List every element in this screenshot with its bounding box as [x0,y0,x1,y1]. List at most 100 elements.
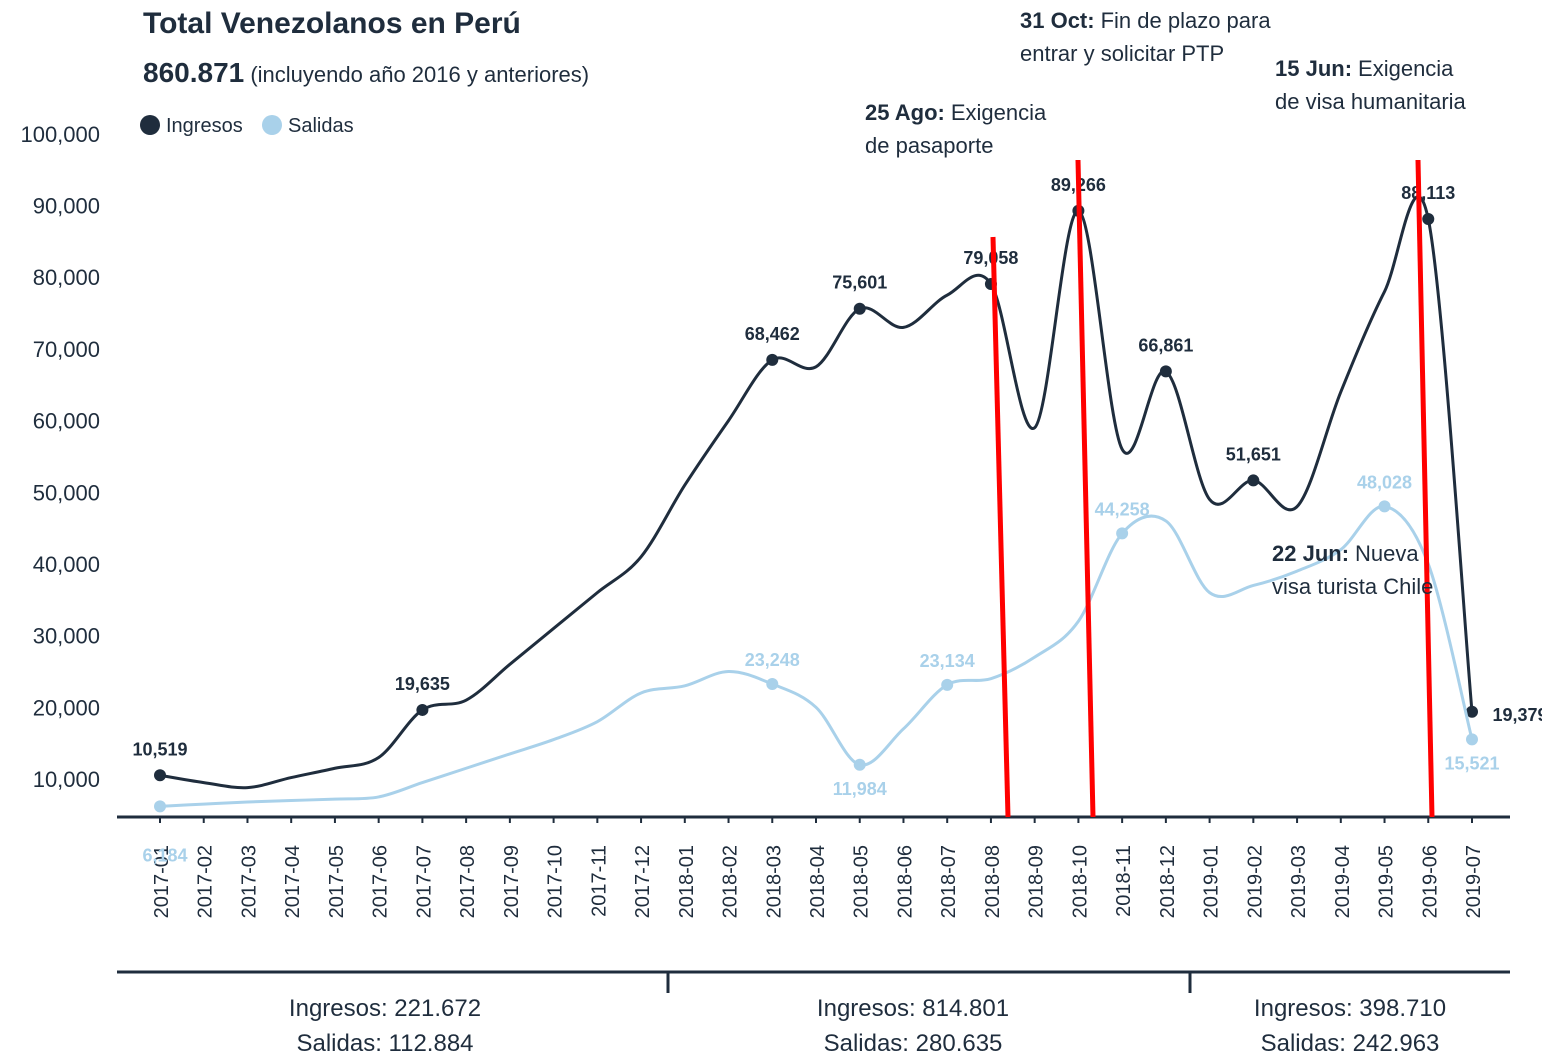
point [941,678,954,691]
x-tick-label: 2019-02 [1244,845,1266,918]
y-tick-label: 30,000 [33,624,100,649]
point [1247,474,1260,487]
data-label: 51,651 [1226,444,1281,464]
annotation-text: de pasaporte [865,133,993,158]
data-label: 10,519 [132,739,187,759]
data-label: 48,028 [1357,472,1412,492]
subtitle-note: (incluyendo año 2016 y anteriores) [250,62,589,87]
data-label: 19,379 [1492,705,1542,725]
x-tick-label: 2018-11 [1113,845,1135,917]
point [416,703,429,716]
x-tick-label: 2018-04 [807,845,829,918]
annotation-text: Exigencia [951,100,1047,125]
x-tick-label: 2017-01 [151,845,173,918]
point [1159,365,1172,378]
legend-swatch [140,115,160,135]
period-summary: Salidas: 280.635 [824,1030,1003,1057]
x-tick-label: 2017-03 [238,845,260,918]
event-marker [1415,159,1435,818]
y-tick-label: 40,000 [33,552,100,577]
x-tick-label: 2019-03 [1288,845,1310,918]
point [853,302,866,315]
x-tick-label: 2017-05 [326,845,348,918]
period-summary: Salidas: 242.963 [1261,1030,1440,1057]
data-label: 19,635 [395,674,450,694]
x-tick-label: 2019-01 [1201,845,1223,918]
point [154,800,166,813]
y-tick-label: 10,000 [33,767,100,792]
y-tick-label: 80,000 [33,265,100,290]
y-tick-label: 90,000 [33,194,100,219]
annotation-label: 25 Ago: [865,100,945,125]
legend-label: Ingresos [166,115,243,137]
data-label: 15,521 [1444,753,1499,773]
point [154,769,166,782]
point [1116,527,1129,540]
x-tick-label: 2019-05 [1376,845,1398,918]
data-label: 23,134 [920,651,975,671]
point [1466,733,1478,746]
annotation-text: entrar y solicitar PTP [1020,41,1224,66]
x-tick-label: 2019-07 [1463,845,1485,918]
period-summary: Ingresos: 221.672 [289,995,481,1022]
annotation-label: 31 Oct: [1020,8,1095,33]
chart-subtitle: 860.871 (incluyendo año 2016 y anteriore… [143,57,589,88]
annotation-text: visa turista Chile [1272,574,1433,599]
series-line [159,504,1474,808]
period-summary: Ingresos: 814.801 [817,995,1009,1022]
data-label: 44,258 [1095,499,1150,519]
x-tick-label: 2017-12 [632,845,654,918]
x-tick-label: 2018-10 [1069,845,1091,918]
legend-label: Salidas [288,115,354,137]
data-label: 79,058 [963,248,1018,268]
point [1378,500,1391,513]
x-tick-label: 2019-06 [1419,845,1441,918]
x-tick-label: 2019-04 [1332,845,1354,918]
x-tick-label: 2018-03 [763,845,785,918]
annotation-text: Fin de plazo para [1101,8,1272,33]
data-label: 66,861 [1138,335,1193,355]
point [1466,705,1478,718]
period-summary: Salidas: 112.884 [296,1030,473,1057]
annotation-label: 15 Jun: [1275,56,1352,81]
legend-swatch [262,115,282,135]
x-tick-label: 2017-02 [195,845,217,918]
x-tick-label: 2018-08 [982,845,1004,918]
data-label: 23,248 [745,650,800,670]
point [1422,213,1435,226]
annotation-text: Exigencia [1358,56,1454,81]
x-tick-label: 2018-09 [1026,845,1048,918]
annotation-text: de visa humanitaria [1275,89,1467,114]
annotation: 31 Oct: Fin de plazo para [1020,8,1271,33]
data-label: 68,462 [745,324,800,344]
event-marker [990,236,1011,818]
x-tick-label: 2017-08 [457,845,479,918]
data-label: 6,184 [142,845,187,865]
x-tick-label: 2018-05 [851,845,873,918]
y-tick-label: 50,000 [33,480,100,505]
y-tick-label: 20,000 [33,695,100,720]
x-tick-label: 2018-12 [1157,845,1179,918]
x-tick-label: 2018-07 [938,845,960,918]
annotation: 25 Ago: Exigencia [865,100,1047,125]
y-tick-label: 70,000 [33,337,100,362]
y-tick-label: 100,000 [20,122,100,147]
point [766,353,779,366]
x-tick-label: 2017-11 [588,845,610,917]
annotation-label: 22 Jun: [1272,541,1349,566]
y-tick-label: 60,000 [33,409,100,434]
data-label: 88,113 [1401,183,1455,203]
annotation: 15 Jun: Exigencia [1275,56,1454,81]
x-tick-label: 2018-01 [676,845,698,918]
x-tick-label: 2018-06 [894,845,916,918]
point [853,758,866,771]
data-label: 11,984 [833,779,887,799]
subtitle-total: 860.871 [143,57,244,88]
x-tick-label: 2017-09 [501,845,523,918]
chart-title: Total Venezolanos en Perú [143,7,521,40]
x-tick-label: 2017-07 [413,845,435,918]
period-summary: Ingresos: 398.710 [1254,995,1446,1022]
x-tick-label: 2017-06 [370,845,392,918]
x-tick-label: 2017-10 [545,845,567,918]
